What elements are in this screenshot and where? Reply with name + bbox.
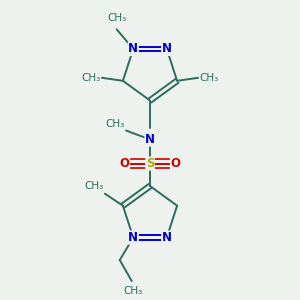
Text: CH₃: CH₃ xyxy=(107,13,126,23)
Text: S: S xyxy=(146,157,154,170)
Text: N: N xyxy=(162,231,172,244)
Text: CH₃: CH₃ xyxy=(84,181,104,191)
Text: O: O xyxy=(170,157,181,170)
Text: O: O xyxy=(119,157,130,170)
Text: CH₃: CH₃ xyxy=(105,119,124,129)
Text: N: N xyxy=(145,133,155,146)
Text: CH₃: CH₃ xyxy=(200,73,219,83)
Text: CH₃: CH₃ xyxy=(81,73,100,83)
Text: N: N xyxy=(128,231,138,244)
Text: CH₃: CH₃ xyxy=(124,286,143,296)
Text: N: N xyxy=(128,42,138,56)
Text: N: N xyxy=(162,42,172,56)
